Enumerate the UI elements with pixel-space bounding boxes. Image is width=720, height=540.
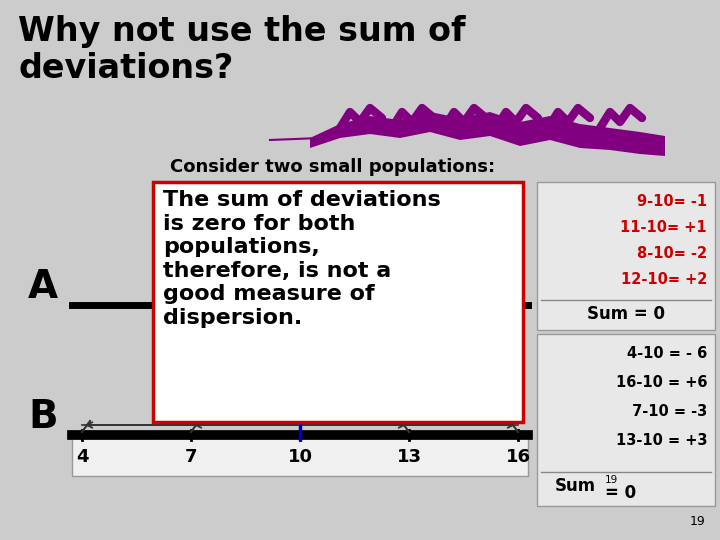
Text: same spread as those in A.: same spread as those in A. (240, 405, 410, 418)
Text: 11-10= +1: 11-10= +1 (621, 220, 707, 235)
Bar (72, 438, 528, 476)
Bar (153, 182, 523, 422)
Text: Sum: Sum (555, 477, 596, 495)
Text: Consider two small populations:: Consider two small populations: (170, 158, 495, 176)
Text: 13: 13 (397, 448, 421, 466)
Bar (537, 334, 715, 506)
Text: B: B (28, 398, 58, 436)
Text: 7-10 = -3: 7-10 = -3 (626, 404, 707, 419)
Text: 13-10 = +3: 13-10 = +3 (616, 433, 707, 448)
Text: = 0: = 0 (605, 484, 636, 502)
Text: 4: 4 (76, 448, 89, 466)
Text: 16-10 = +6: 16-10 = +6 (616, 375, 707, 390)
Text: Sum = 0: Sum = 0 (587, 305, 665, 323)
Text: 10: 10 (287, 448, 312, 466)
Text: Why not use the sum of
deviations?: Why not use the sum of deviations? (18, 15, 466, 85)
Text: 9-10= -1: 9-10= -1 (637, 194, 707, 209)
Polygon shape (310, 112, 665, 156)
Text: 16: 16 (505, 448, 531, 466)
Text: 8-10= -2: 8-10= -2 (637, 246, 707, 261)
Text: A measure of dispersion
can the sum of deviations
be used?: A measure of dispersion can the sum of d… (195, 190, 366, 233)
Text: 19: 19 (605, 475, 618, 485)
Text: 12-10= +2: 12-10= +2 (621, 272, 707, 287)
Bar (537, 182, 715, 330)
Text: The sum of deviations
is zero for both
populations,
therefore, is not a
good mea: The sum of deviations is zero for both p… (163, 190, 441, 328)
Text: 19: 19 (689, 515, 705, 528)
Text: 4-10 = - 6: 4-10 = - 6 (626, 346, 707, 361)
Text: 7: 7 (185, 448, 197, 466)
Text: A: A (28, 268, 58, 306)
